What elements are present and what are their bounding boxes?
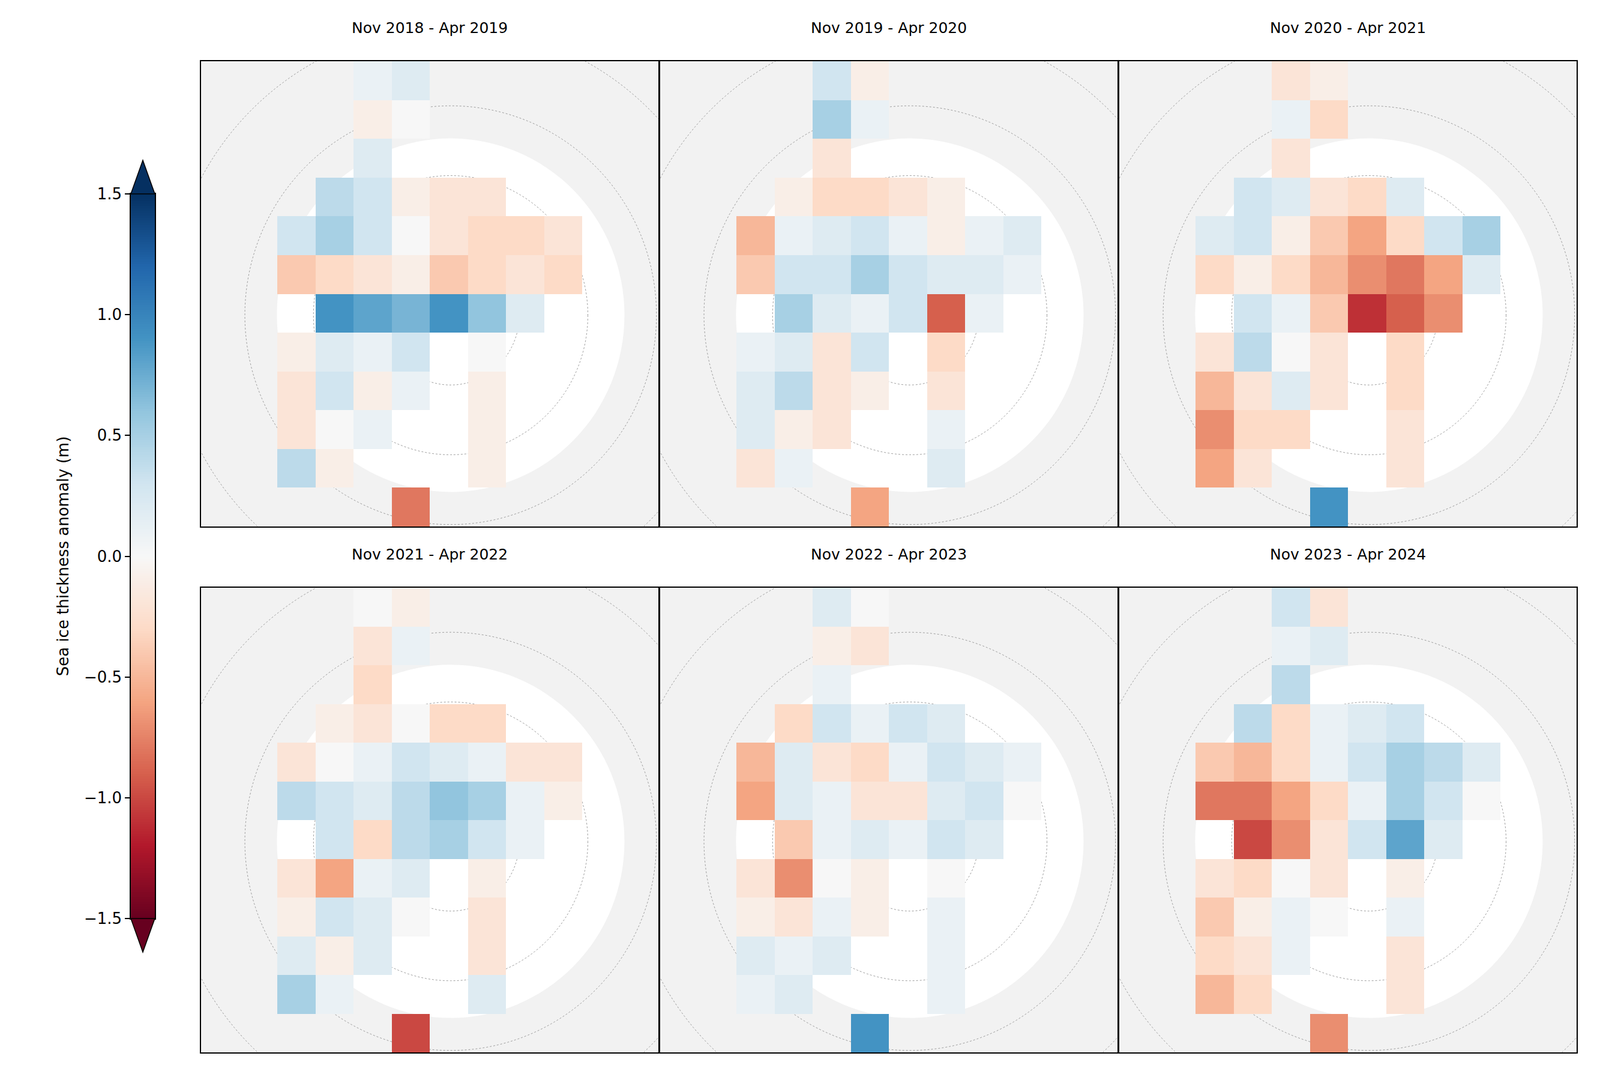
svg-text:1.5: 1.5 xyxy=(97,184,122,203)
svg-text:Nov 2022 - Apr 2023: Nov 2022 - Apr 2023 xyxy=(810,545,967,563)
svg-text:Nov 2018 - Apr 2019: Nov 2018 - Apr 2019 xyxy=(351,19,508,37)
svg-text:1.0: 1.0 xyxy=(97,305,122,324)
svg-text:0.0: 0.0 xyxy=(97,547,122,566)
svg-text:Nov 2023 - Apr 2024: Nov 2023 - Apr 2024 xyxy=(1269,545,1426,563)
svg-text:Nov 2019 - Apr 2020: Nov 2019 - Apr 2020 xyxy=(810,19,967,37)
svg-text:Nov 2021 - Apr 2022: Nov 2021 - Apr 2022 xyxy=(351,545,508,563)
svg-text:0.5: 0.5 xyxy=(97,426,122,445)
svg-text:−0.5: −0.5 xyxy=(84,667,122,686)
svg-text:−1.5: −1.5 xyxy=(84,909,122,928)
svg-text:Nov 2020 - Apr 2021: Nov 2020 - Apr 2021 xyxy=(1269,19,1426,37)
svg-text:Sea ice thickness anomaly (m): Sea ice thickness anomaly (m) xyxy=(54,436,73,677)
svg-text:−1.0: −1.0 xyxy=(84,788,122,807)
